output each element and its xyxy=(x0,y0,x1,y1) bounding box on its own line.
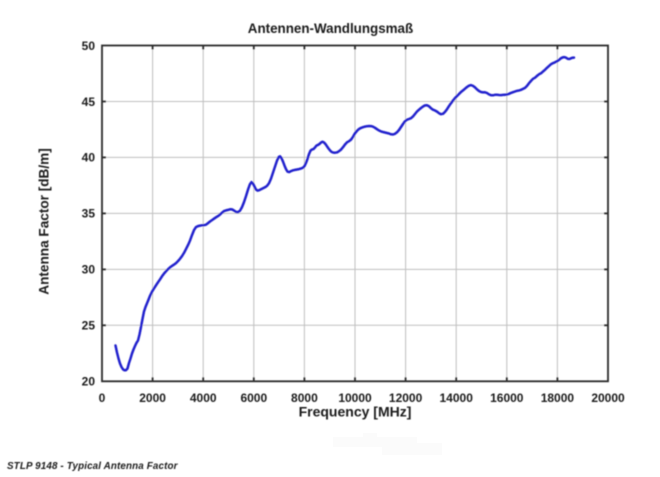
svg-text:Antenna Factor [dB/m]: Antenna Factor [dB/m] xyxy=(37,148,52,295)
svg-text:2000: 2000 xyxy=(139,391,166,405)
svg-text:0: 0 xyxy=(99,391,106,405)
svg-text:8000: 8000 xyxy=(291,391,318,405)
svg-text:Antennen-Wandlungsmaß: Antennen-Wandlungsmaß xyxy=(248,21,413,36)
svg-text:50: 50 xyxy=(82,39,96,53)
svg-text:30: 30 xyxy=(82,263,96,277)
svg-text:14000: 14000 xyxy=(440,391,474,405)
svg-text:20: 20 xyxy=(82,375,96,389)
svg-text:4000: 4000 xyxy=(190,391,217,405)
svg-text:25: 25 xyxy=(82,319,96,333)
svg-text:10000: 10000 xyxy=(338,391,372,405)
svg-text:6000: 6000 xyxy=(240,391,267,405)
svg-text:45: 45 xyxy=(82,95,96,109)
svg-text:35: 35 xyxy=(82,207,96,221)
svg-text:12000: 12000 xyxy=(389,391,423,405)
svg-text:16000: 16000 xyxy=(490,391,524,405)
svg-text:18000: 18000 xyxy=(541,391,575,405)
svg-text:20000: 20000 xyxy=(591,391,625,405)
svg-text:STLP 9148 - Typical Antenna Fa: STLP 9148 - Typical Antenna Factor xyxy=(7,461,179,472)
svg-text:40: 40 xyxy=(82,151,96,165)
svg-text:Frequency [MHz]: Frequency [MHz] xyxy=(299,404,412,420)
